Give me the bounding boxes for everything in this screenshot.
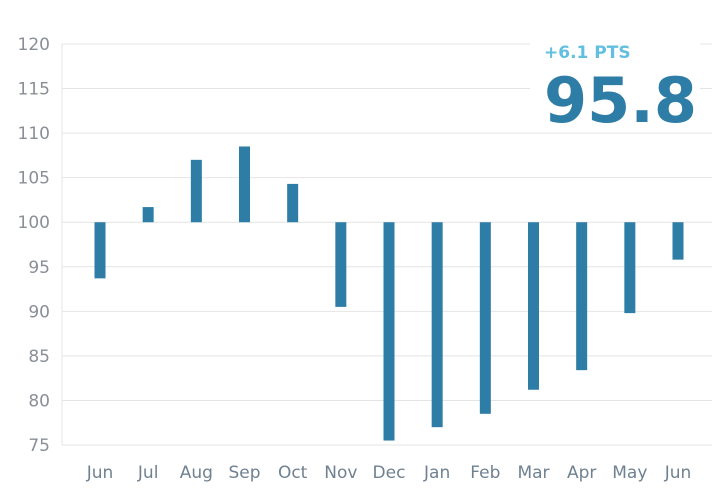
y-tick-label: 110 — [18, 124, 50, 144]
bar-jun-0 — [94, 222, 106, 279]
callout-change-label: +6.1 PTS — [544, 43, 631, 63]
bar-mar-9 — [528, 222, 539, 390]
bar-may-11 — [624, 222, 636, 314]
bar-jun-12 — [672, 222, 684, 260]
y-tick-label: 80 — [28, 391, 50, 411]
x-tick-label: Apr — [567, 463, 596, 483]
bar-nov-5 — [335, 222, 347, 307]
x-tick-label: Aug — [180, 463, 213, 483]
x-tick-label: Nov — [324, 463, 357, 483]
x-tick-label: Feb — [470, 463, 500, 483]
callout-background — [530, 30, 700, 130]
x-tick-label: May — [612, 463, 647, 483]
y-tick-label: 120 — [18, 35, 50, 55]
y-tick-label: 85 — [28, 347, 50, 367]
callout-value-label: 95.8 — [544, 64, 697, 137]
y-tick-label: 100 — [18, 213, 50, 233]
y-axis-ticks: 75 80 85 90 95 100 105 110 115 120 — [18, 35, 50, 456]
y-tick-label: 115 — [18, 80, 50, 100]
x-tick-label: Jan — [423, 463, 450, 483]
bar-sep-3 — [239, 146, 250, 223]
bars — [94, 146, 684, 441]
y-tick-label: 90 — [28, 302, 50, 322]
bar-dec-6 — [383, 222, 395, 441]
x-tick-label: Oct — [278, 463, 308, 483]
x-tick-label: Jun — [86, 463, 114, 483]
bar-apr-10 — [576, 222, 588, 371]
x-tick-label: Jun — [664, 463, 692, 483]
bar-jul-1 — [142, 207, 154, 223]
x-axis-ticks: Jun Jul Aug Sep Oct Nov Dec Jan Feb Mar Apr May Jun — [86, 463, 692, 483]
bar-aug-2 — [190, 159, 202, 223]
bar-oct-4 — [287, 183, 299, 223]
y-tick-label: 105 — [18, 169, 50, 189]
value-callout: +6.1 PTS 95.8 — [530, 30, 700, 137]
x-tick-label: Jul — [137, 463, 159, 483]
y-tick-label: 75 — [28, 436, 50, 456]
bar-feb-8 — [479, 222, 491, 414]
x-tick-label: Sep — [228, 463, 260, 483]
x-tick-label: Dec — [373, 463, 406, 483]
x-tick-label: Mar — [517, 463, 549, 483]
y-tick-label: 95 — [28, 258, 50, 278]
bar-jan-7 — [431, 222, 443, 428]
